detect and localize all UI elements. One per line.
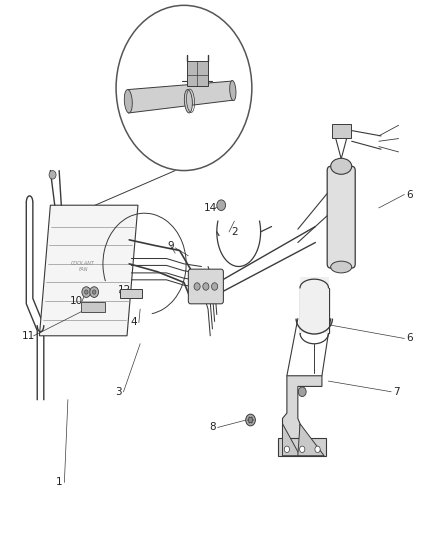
Polygon shape xyxy=(39,205,138,336)
Text: 3: 3 xyxy=(115,387,122,397)
Text: 6: 6 xyxy=(406,334,413,343)
Text: 14: 14 xyxy=(204,203,217,213)
Circle shape xyxy=(194,282,200,290)
Polygon shape xyxy=(278,438,326,456)
Circle shape xyxy=(284,446,290,453)
Bar xyxy=(187,61,208,86)
Circle shape xyxy=(82,287,91,297)
Polygon shape xyxy=(283,424,300,456)
Bar xyxy=(300,277,328,333)
Text: 5: 5 xyxy=(191,272,198,282)
Circle shape xyxy=(116,5,252,171)
Text: 12: 12 xyxy=(118,286,131,295)
Ellipse shape xyxy=(331,158,352,174)
Text: 2: 2 xyxy=(231,227,238,237)
Text: 9: 9 xyxy=(167,241,174,251)
Bar xyxy=(120,289,142,298)
Circle shape xyxy=(248,417,253,423)
Ellipse shape xyxy=(184,90,192,113)
Circle shape xyxy=(248,421,250,423)
Text: 13: 13 xyxy=(145,78,158,87)
Ellipse shape xyxy=(124,90,132,113)
Circle shape xyxy=(90,287,99,297)
Circle shape xyxy=(247,419,249,421)
Circle shape xyxy=(49,171,56,179)
FancyBboxPatch shape xyxy=(327,166,355,268)
Bar xyxy=(332,124,351,138)
Circle shape xyxy=(300,446,305,453)
Circle shape xyxy=(92,290,96,294)
FancyBboxPatch shape xyxy=(188,269,223,304)
Text: 4: 4 xyxy=(130,318,137,327)
Circle shape xyxy=(212,282,218,290)
Circle shape xyxy=(298,387,306,397)
Circle shape xyxy=(251,417,252,419)
Ellipse shape xyxy=(230,80,236,101)
Text: 7: 7 xyxy=(393,387,400,397)
Polygon shape xyxy=(283,376,322,440)
Polygon shape xyxy=(128,81,233,113)
Polygon shape xyxy=(298,424,324,456)
Ellipse shape xyxy=(331,261,352,273)
Text: 8: 8 xyxy=(209,423,216,432)
Circle shape xyxy=(246,414,255,426)
Bar xyxy=(81,302,105,312)
Circle shape xyxy=(252,419,254,421)
Circle shape xyxy=(85,290,88,294)
Text: 11: 11 xyxy=(22,331,35,341)
Text: COOLANT
FAN: COOLANT FAN xyxy=(71,261,95,272)
Text: 1: 1 xyxy=(56,478,63,487)
Circle shape xyxy=(217,200,226,211)
Circle shape xyxy=(315,446,320,453)
Text: 6: 6 xyxy=(406,190,413,199)
Circle shape xyxy=(251,421,252,423)
Circle shape xyxy=(249,417,251,419)
Text: 10: 10 xyxy=(70,296,83,306)
Circle shape xyxy=(203,282,209,290)
